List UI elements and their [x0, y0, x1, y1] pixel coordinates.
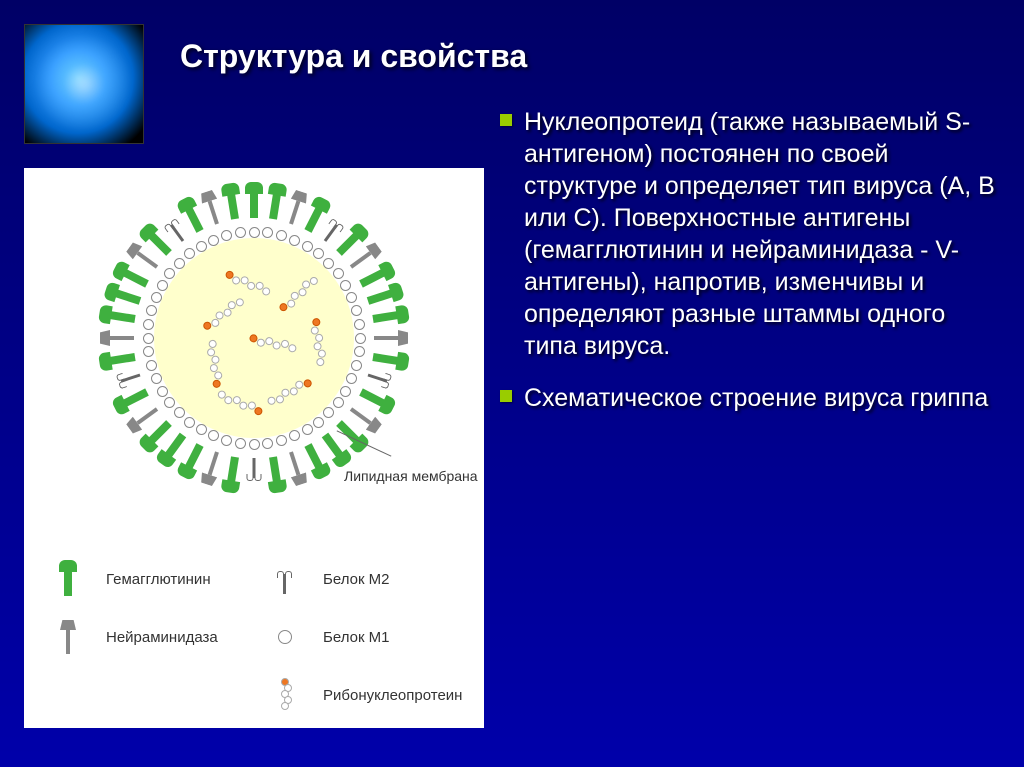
legend-label: Рибонуклеопротеин	[323, 687, 462, 704]
legend-row-m1: Белок М1	[259, 620, 466, 654]
na-icon	[42, 620, 94, 654]
lipid-membrane-label: Липидная мембрана	[344, 468, 478, 484]
bullet-icon	[500, 390, 512, 402]
legend-label: Нейраминидаза	[106, 629, 218, 646]
slide-title: Структура и свойства	[180, 38, 527, 75]
legend-label: Белок М2	[323, 571, 390, 588]
legend-row-m2: Белок М2	[259, 562, 466, 596]
legend-label: Белок М1	[323, 629, 390, 646]
paragraph-2: Схематическое строение вируса гриппа	[524, 382, 988, 414]
legend-row-ha: Гемагглютинин	[42, 562, 249, 596]
rnp-icon	[259, 678, 311, 712]
bullet-icon	[500, 114, 512, 126]
ha-icon	[42, 562, 94, 596]
bullet-item: Схематическое строение вируса гриппа	[500, 382, 1000, 414]
bullet-item: Нуклеопротеид (также называемый S-антиге…	[500, 106, 1000, 362]
m1-icon	[259, 620, 311, 654]
m2-icon	[259, 562, 311, 596]
legend-row-rnp: Рибонуклеопротеин	[259, 678, 466, 712]
paragraph-1: Нуклеопротеид (также называемый S-антиге…	[524, 106, 1000, 362]
body-text: Нуклеопротеид (также называемый S-антиге…	[500, 106, 1000, 434]
virus-thumbnail	[24, 24, 144, 144]
virus-schematic	[114, 198, 394, 478]
diagram-legend: Гемагглютинин Белок М2 Нейраминидаза Бел…	[42, 562, 466, 712]
virus-diagram: Липидная мембрана Гемагглютинин Белок М2…	[24, 168, 484, 728]
legend-row-na: Нейраминидаза	[42, 620, 249, 654]
legend-label: Гемагглютинин	[106, 571, 211, 588]
